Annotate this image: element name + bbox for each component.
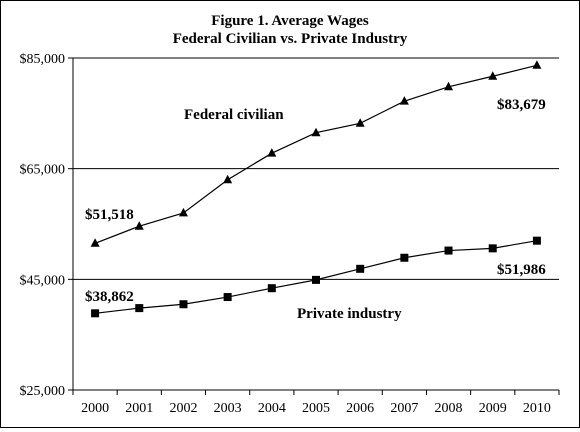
data-label-federal-end: $83,679: [497, 97, 546, 113]
axes: [72, 57, 559, 391]
private-point: [267, 284, 276, 293]
private-point: [312, 275, 320, 284]
private-point: [223, 293, 232, 302]
x-tick-label: 2003: [214, 401, 242, 416]
x-tick-label: 2000: [81, 401, 109, 416]
y-tick-label: $25,000: [20, 384, 66, 399]
series-line-0: [94, 64, 538, 244]
private-point: [532, 236, 541, 245]
data-label-private-start: $38,862: [85, 289, 134, 305]
federal-point: [311, 127, 321, 137]
data-label-federal-start: $51,518: [85, 207, 134, 223]
series-group: [90, 60, 542, 318]
federal-point: [134, 221, 144, 230]
private-point: [135, 304, 144, 313]
x-tick-label: 2007: [390, 401, 418, 416]
private-point: [444, 246, 453, 255]
x-tick-label: 2006: [346, 401, 374, 416]
x-tick-label: 2001: [125, 401, 153, 416]
x-tick-label: 2008: [435, 401, 463, 416]
federal-point: [355, 118, 365, 127]
y-axis-ticks: $25,000 $45,000 $65,000 $85,000: [20, 52, 73, 399]
federal-point: [488, 71, 498, 80]
federal-point: [178, 207, 188, 217]
private-point: [179, 300, 188, 309]
x-tick-label: 2002: [169, 401, 197, 416]
federal-point: [90, 238, 100, 247]
chart-subtitle: Federal Civilian vs. Private Industry: [173, 31, 408, 47]
x-tick-label: 2009: [479, 401, 507, 416]
series-label-private: Private industry: [297, 306, 402, 322]
federal-point: [399, 96, 409, 105]
x-tick-label: 2010: [523, 401, 551, 416]
x-axis-ticks: 2000 2001 2002 2003 2004 2005 2006 2007 2008 2009…: [72, 390, 560, 416]
chart-title: Figure 1. Average Wages: [211, 13, 369, 29]
y-tick-label: $45,000: [20, 273, 66, 288]
federal-point: [532, 60, 542, 69]
data-label-private-end: $51,986: [497, 262, 546, 278]
private-point: [488, 244, 497, 253]
x-tick-label: 2005: [302, 401, 330, 416]
y-tick-label: $85,000: [20, 52, 66, 67]
private-point: [356, 264, 365, 273]
private-point: [400, 253, 409, 262]
x-tick-label: 2004: [258, 401, 286, 416]
y-tick-label: $65,000: [20, 163, 66, 178]
federal-point: [444, 81, 454, 91]
series-label-federal: Federal civilian: [184, 107, 284, 123]
federal-point: [267, 148, 277, 157]
federal-point: [223, 174, 233, 184]
private-point: [91, 309, 100, 318]
